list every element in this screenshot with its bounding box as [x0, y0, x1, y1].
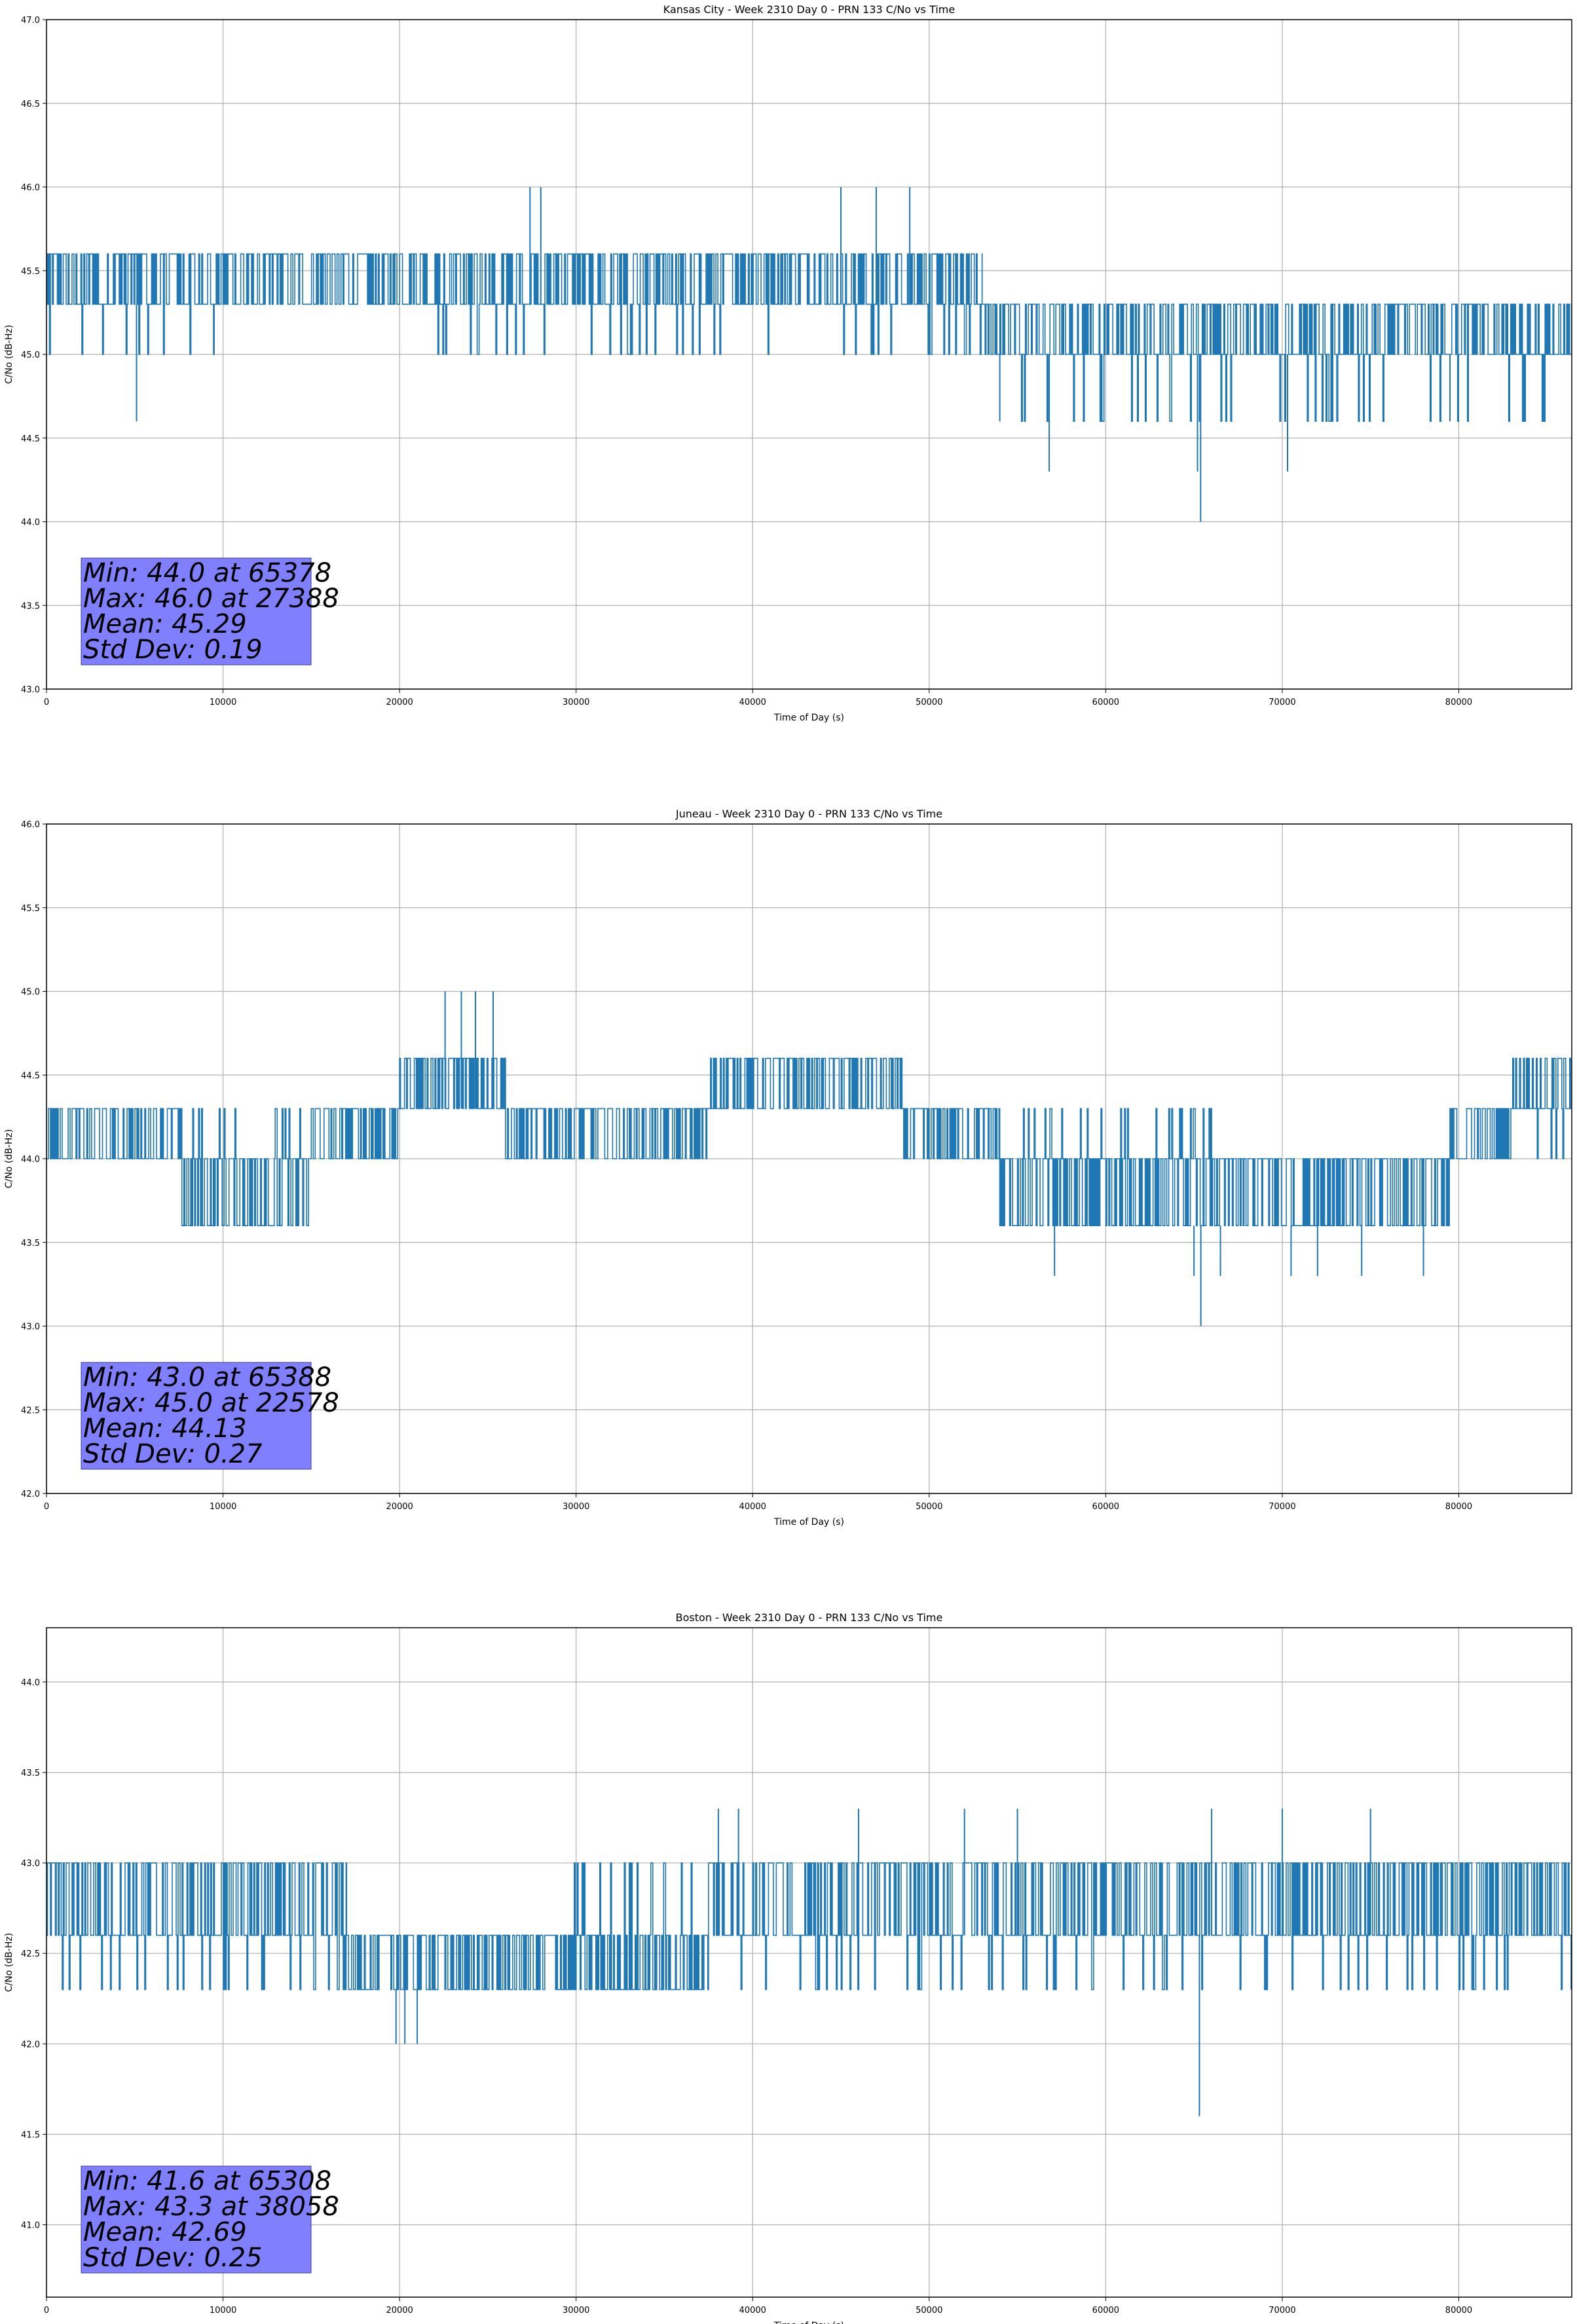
stats-line: Max: 43.3 at 38058 — [83, 2192, 339, 2222]
stats-box — [81, 557, 312, 665]
x-tick-label: 60000 — [1092, 698, 1119, 707]
chart-title: Kansas City - Week 2310 Day 0 - PRN 133 … — [663, 3, 955, 16]
y-tick-label: 41.5 — [21, 2130, 40, 2140]
x-tick-label: 40000 — [739, 2306, 766, 2315]
data-line — [46, 253, 1572, 422]
axes-frame — [46, 1627, 1572, 2298]
stats-box — [81, 2165, 312, 2274]
y-tick-label: 45.5 — [21, 267, 40, 276]
x-tick-label: 50000 — [916, 698, 942, 707]
x-tick-label: 80000 — [1445, 1502, 1472, 1512]
x-tick-label: 40000 — [739, 698, 766, 707]
data-line — [46, 1862, 1572, 1991]
y-tick-label: 43.5 — [21, 1769, 40, 1778]
y-tick-label: 44.0 — [21, 518, 40, 528]
x-tick-label: 10000 — [210, 698, 236, 707]
x-tick-label: 80000 — [1445, 698, 1472, 707]
stats-line: Min: 43.0 at 65388 — [83, 1362, 331, 1393]
stats-line: Mean: 45.29 — [83, 609, 247, 639]
x-tick-label: 70000 — [1269, 698, 1295, 707]
y-tick-label: 43.5 — [21, 601, 40, 611]
stats-line: Min: 41.6 at 65308 — [83, 2166, 331, 2196]
chart-title: Boston - Week 2310 Day 0 - PRN 133 C/No … — [676, 1611, 943, 1624]
x-tick-label: 60000 — [1092, 1502, 1119, 1512]
x-tick-label: 10000 — [210, 1502, 236, 1512]
axes-frame — [46, 19, 1572, 690]
y-tick-label: 46.0 — [21, 820, 40, 830]
y-tick-label: 42.0 — [21, 2040, 40, 2050]
x-tick-label: 40000 — [739, 1502, 766, 1512]
y-tick-label: 42.5 — [21, 1949, 40, 1959]
x-tick-label: 30000 — [563, 1502, 589, 1512]
x-tick-label: 30000 — [563, 698, 589, 707]
x-tick-label: 0 — [44, 2306, 49, 2315]
stats-line: Std Dev: 0.25 — [83, 2243, 263, 2273]
x-tick-label: 70000 — [1269, 2306, 1295, 2315]
stats-line: Std Dev: 0.19 — [83, 635, 263, 665]
x-axis-label: Time of Day (s) — [773, 713, 844, 723]
y-tick-label: 44.0 — [21, 1155, 40, 1165]
axes-frame — [46, 823, 1572, 1494]
stats-line: Mean: 42.69 — [83, 2217, 247, 2247]
y-tick-label: 42.5 — [21, 1406, 40, 1415]
y-tick-label: 44.0 — [21, 1678, 40, 1688]
y-tick-label: 41.0 — [21, 2221, 40, 2231]
chart-panel-1: Kansas City - Week 2310 Day 0 - PRN 133 … — [4, 3, 1572, 723]
y-tick-label: 46.5 — [21, 100, 40, 109]
y-tick-label: 44.5 — [21, 1071, 40, 1081]
stats-line: Mean: 44.13 — [83, 1414, 247, 1444]
chart-panel-2: Juneau - Week 2310 Day 0 - PRN 133 C/No … — [4, 808, 1572, 1527]
x-tick-label: 30000 — [563, 2306, 589, 2315]
x-tick-label: 0 — [44, 1502, 49, 1512]
chart-panel-3: Boston - Week 2310 Day 0 - PRN 133 C/No … — [4, 1611, 1572, 2324]
y-tick-label: 45.5 — [21, 904, 40, 914]
stats-box — [81, 1362, 312, 1470]
stats-line: Max: 46.0 at 27388 — [83, 584, 339, 614]
y-tick-label: 45.0 — [21, 988, 40, 998]
stats-line: Max: 45.0 at 22578 — [83, 1388, 339, 1418]
data-line — [46, 1057, 1572, 1226]
y-tick-label: 45.0 — [21, 350, 40, 360]
y-axis-label: C/No (dB-Hz) — [4, 325, 14, 384]
y-tick-label: 46.0 — [21, 183, 40, 193]
x-tick-label: 20000 — [386, 2306, 413, 2315]
x-axis-label: Time of Day (s) — [773, 2321, 844, 2324]
x-tick-label: 60000 — [1092, 2306, 1119, 2315]
y-tick-label: 47.0 — [21, 16, 40, 26]
y-tick-label: 44.5 — [21, 434, 40, 444]
y-axis-label: C/No (dB-Hz) — [4, 1129, 14, 1188]
y-tick-label: 43.5 — [21, 1239, 40, 1248]
x-tick-label: 10000 — [210, 2306, 236, 2315]
y-tick-label: 43.0 — [21, 1322, 40, 1332]
x-tick-label: 80000 — [1445, 2306, 1472, 2315]
x-tick-label: 70000 — [1269, 1502, 1295, 1512]
x-axis-label: Time of Day (s) — [773, 1517, 844, 1527]
y-tick-label: 43.0 — [21, 685, 40, 695]
x-tick-label: 50000 — [916, 1502, 942, 1512]
stats-line: Std Dev: 0.27 — [83, 1439, 263, 1469]
x-tick-label: 0 — [44, 698, 49, 707]
y-axis-label: C/No (dB-Hz) — [4, 1933, 14, 1992]
stats-line: Min: 44.0 at 65378 — [83, 558, 331, 588]
x-tick-label: 20000 — [386, 698, 413, 707]
y-tick-label: 42.0 — [21, 1490, 40, 1499]
x-tick-label: 20000 — [386, 1502, 413, 1512]
chart-title: Juneau - Week 2310 Day 0 - PRN 133 C/No … — [675, 808, 942, 820]
y-tick-label: 43.0 — [21, 1859, 40, 1869]
x-tick-label: 50000 — [916, 2306, 942, 2315]
